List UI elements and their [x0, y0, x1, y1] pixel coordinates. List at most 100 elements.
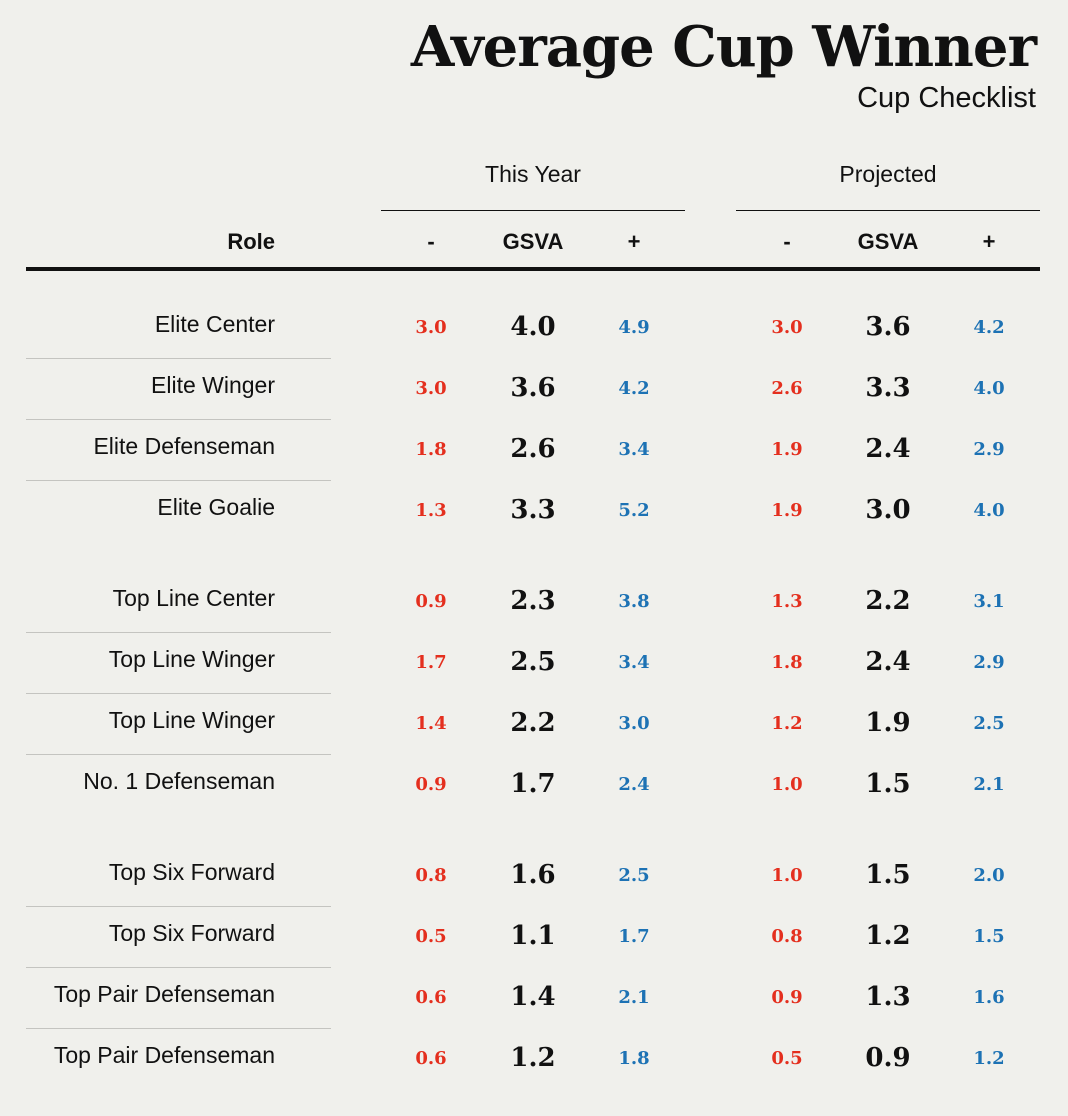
- role-label: Elite Winger: [151, 372, 275, 398]
- projected-low-value: 0.5: [771, 1048, 803, 1069]
- projected-mid-value: 3.6: [865, 312, 911, 342]
- this-year-mid-value: 2.6: [510, 434, 556, 464]
- projected-high-value: 2.9: [973, 439, 1005, 460]
- this-year-mid-value: 2.5: [510, 647, 556, 677]
- chart-title: Average Cup Winner: [410, 14, 1037, 80]
- role-label: Top Pair Defenseman: [53, 981, 275, 1007]
- this-year-low-value: 0.8: [415, 865, 447, 886]
- role-column-header: Role: [227, 229, 275, 254]
- this-year-mid-value: 2.2: [510, 708, 556, 738]
- projected-high-value: 2.9: [973, 652, 1005, 673]
- this-year-mid-value: 4.0: [510, 312, 556, 342]
- role-label: Top Line Winger: [108, 646, 275, 672]
- row-divider: [26, 1028, 331, 1029]
- row-divider: [26, 358, 331, 359]
- this-year-mid-value: 1.1: [510, 921, 556, 951]
- this-year-high-value: 2.5: [618, 865, 650, 886]
- projected-high-value: 1.2: [973, 1048, 1005, 1069]
- this-year-low-value: 0.9: [415, 774, 447, 795]
- row-divider: [26, 693, 331, 694]
- group-label-projected: Projected: [839, 161, 937, 187]
- projected-low-value: 1.0: [771, 865, 803, 886]
- this-year-low-header: -: [427, 229, 435, 254]
- this-year-high-value: 4.2: [618, 378, 650, 399]
- projected-low-value: 2.6: [771, 378, 803, 399]
- projected-low-value: 3.0: [771, 317, 803, 338]
- this-year-low-value: 3.0: [415, 317, 447, 338]
- projected-high-value: 1.6: [973, 987, 1005, 1008]
- this-year-high-header: +: [627, 229, 641, 254]
- projected-high-value: 4.2: [973, 317, 1005, 338]
- projected-low-value: 1.2: [771, 713, 803, 734]
- projected-high-value: 2.0: [973, 865, 1005, 886]
- row-divider: [26, 967, 331, 968]
- projected-mid-value: 2.4: [865, 647, 911, 677]
- this-year-low-value: 0.5: [415, 926, 447, 947]
- role-label: Top Six Forward: [108, 859, 275, 885]
- projected-low-value: 1.3: [771, 591, 803, 612]
- row-divider: [26, 480, 331, 481]
- projected-gsva-header: GSVA: [857, 229, 919, 254]
- this-year-high-value: 3.4: [618, 439, 650, 460]
- this-year-low-value: 1.8: [415, 439, 447, 460]
- role-label: Elite Center: [154, 311, 275, 337]
- role-label: Elite Goalie: [157, 494, 275, 520]
- projected-low-value: 1.8: [771, 652, 803, 673]
- row-divider: [26, 754, 331, 755]
- projected-mid-value: 1.9: [865, 708, 911, 738]
- projected-high-header: +: [982, 229, 996, 254]
- this-year-mid-value: 1.7: [510, 769, 556, 799]
- this-year-high-value: 3.0: [618, 713, 650, 734]
- this-year-low-value: 1.7: [415, 652, 447, 673]
- this-year-mid-value: 1.6: [510, 860, 556, 890]
- this-year-low-value: 3.0: [415, 378, 447, 399]
- header-rule: [26, 267, 1040, 271]
- projected-low-header: -: [783, 229, 791, 254]
- projected-mid-value: 3.0: [865, 495, 911, 525]
- this-year-low-value: 0.9: [415, 591, 447, 612]
- projected-high-value: 2.5: [973, 713, 1005, 734]
- projected-high-value: 3.1: [973, 591, 1005, 612]
- projected-low-value: 1.9: [771, 439, 803, 460]
- this-year-high-value: 4.9: [618, 317, 650, 338]
- this-year-high-value: 3.8: [618, 591, 650, 612]
- projected-mid-value: 1.5: [865, 860, 911, 890]
- this-year-high-value: 2.4: [618, 774, 650, 795]
- projected-mid-value: 0.9: [865, 1043, 911, 1073]
- this-year-high-value: 1.8: [618, 1048, 650, 1069]
- projected-mid-value: 1.2: [865, 921, 911, 951]
- role-label: Elite Defenseman: [93, 433, 275, 459]
- projected-low-value: 1.0: [771, 774, 803, 795]
- group-rule-this-year: [381, 210, 685, 211]
- role-label: Top Six Forward: [108, 920, 275, 946]
- projected-mid-value: 2.2: [865, 586, 911, 616]
- projected-mid-value: 2.4: [865, 434, 911, 464]
- projected-high-value: 1.5: [973, 926, 1005, 947]
- this-year-high-value: 1.7: [618, 926, 650, 947]
- role-label: No. 1 Defenseman: [83, 768, 275, 794]
- this-year-mid-value: 3.6: [510, 373, 556, 403]
- group-rule-projected: [736, 210, 1040, 211]
- role-label: Top Line Center: [112, 585, 275, 611]
- projected-low-value: 0.9: [771, 987, 803, 1008]
- role-label: Top Line Winger: [108, 707, 275, 733]
- projected-low-value: 1.9: [771, 500, 803, 521]
- projected-high-value: 2.1: [973, 774, 1005, 795]
- projected-high-value: 4.0: [973, 500, 1005, 521]
- this-year-mid-value: 3.3: [510, 495, 556, 525]
- this-year-high-value: 5.2: [618, 500, 650, 521]
- this-year-high-value: 3.4: [618, 652, 650, 673]
- projected-mid-value: 1.3: [865, 982, 911, 1012]
- this-year-mid-value: 1.2: [510, 1043, 556, 1073]
- projected-mid-value: 3.3: [865, 373, 911, 403]
- role-label: Top Pair Defenseman: [53, 1042, 275, 1068]
- this-year-low-value: 1.4: [415, 713, 447, 734]
- row-divider: [26, 419, 331, 420]
- projected-high-value: 4.0: [973, 378, 1005, 399]
- chart-subtitle: Cup Checklist: [857, 82, 1036, 114]
- this-year-low-value: 1.3: [415, 500, 447, 521]
- projected-mid-value: 1.5: [865, 769, 911, 799]
- this-year-low-value: 0.6: [415, 1048, 447, 1069]
- this-year-high-value: 2.1: [618, 987, 650, 1008]
- projected-low-value: 0.8: [771, 926, 803, 947]
